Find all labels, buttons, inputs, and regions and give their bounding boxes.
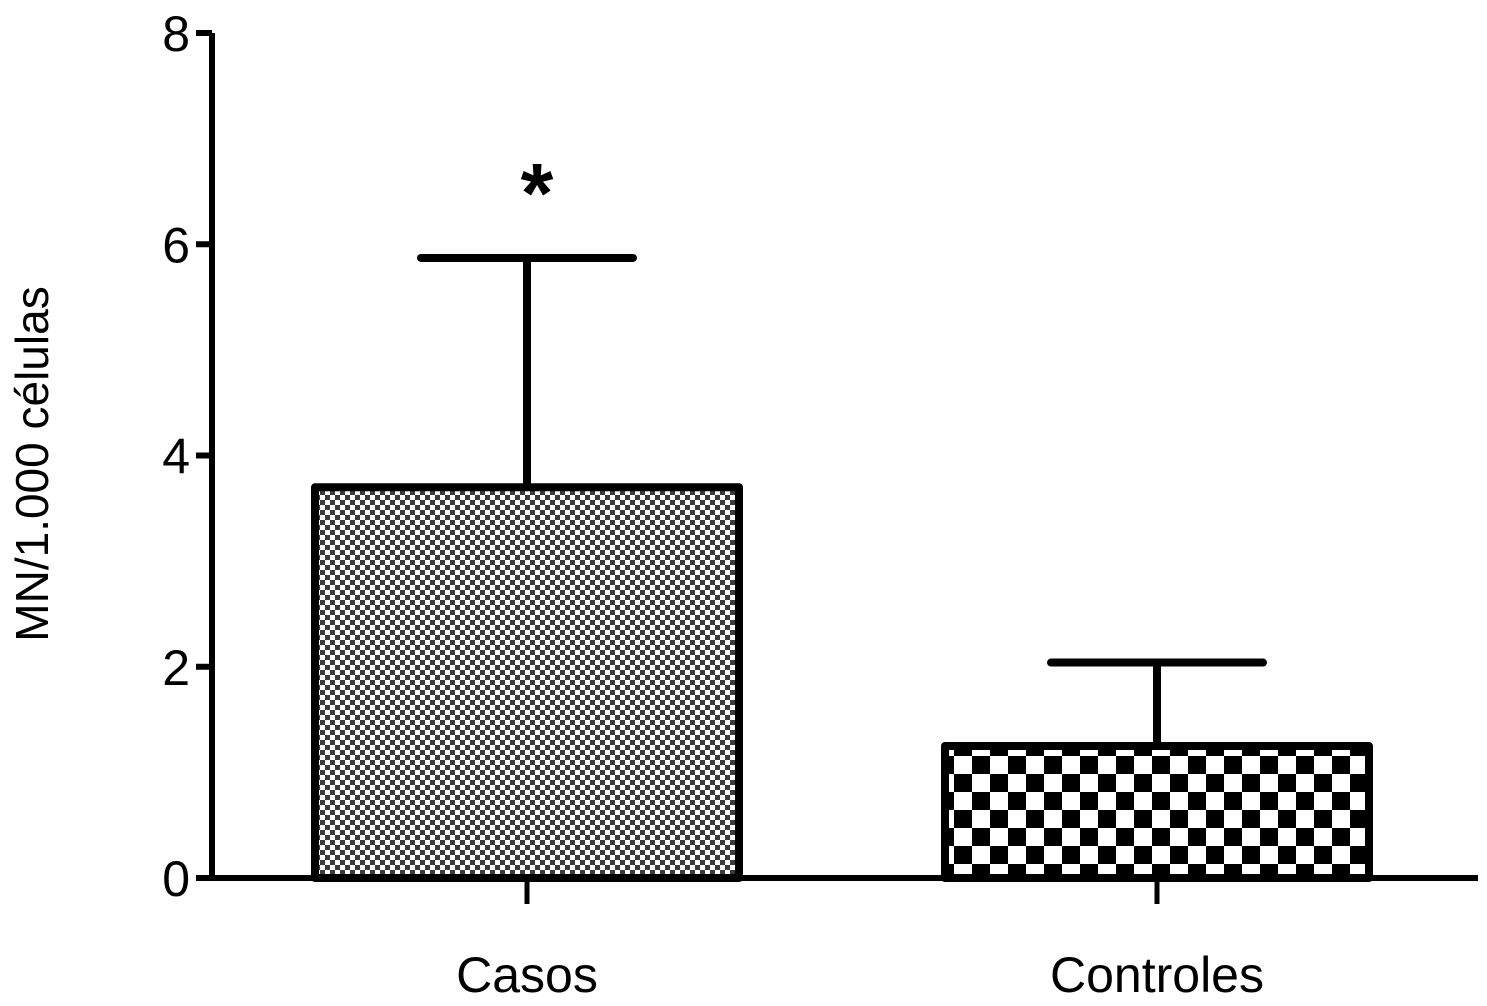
y-tick-label-3: 6	[162, 217, 190, 273]
y-tick-label-0: 0	[162, 851, 190, 907]
x-label-controles: Controles	[1050, 947, 1264, 1003]
annotations: *	[521, 146, 554, 240]
x-label-casos: Casos	[456, 947, 598, 1003]
significance-asterisk: *	[521, 146, 554, 240]
x-category-labels: Casos Controles	[456, 947, 1264, 1003]
y-axis-title: MN/1.000 células	[6, 286, 58, 641]
y-tick-label-4: 8	[162, 6, 190, 62]
y-tick-labels: 0 2 4 6 8	[162, 6, 190, 907]
y-tick-label-1: 2	[162, 640, 190, 696]
x-ticks	[524, 878, 1160, 904]
bar-casos	[311, 483, 743, 882]
bars	[311, 483, 1373, 882]
y-tick-label-2: 4	[162, 429, 190, 485]
bar-controles	[941, 741, 1373, 882]
error-bars	[417, 253, 1267, 746]
